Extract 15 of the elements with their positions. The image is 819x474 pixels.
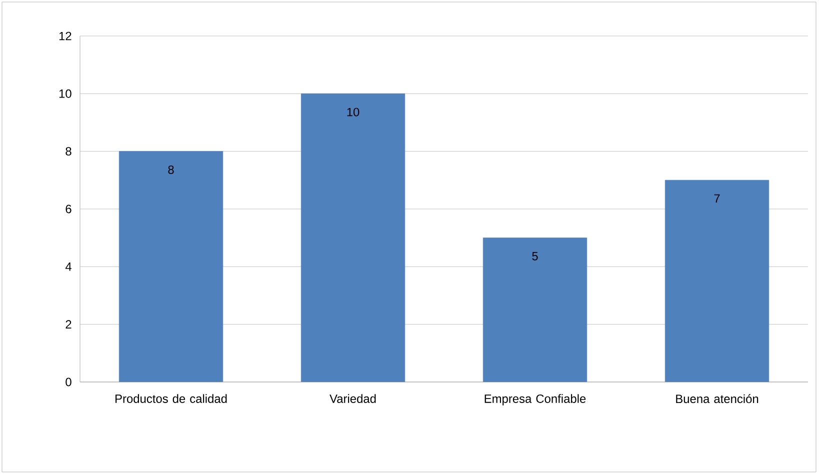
data-label: 7 [714, 194, 720, 203]
y-tick-label: 0 [66, 378, 72, 386]
x-tick-label: Variedad [330, 394, 376, 403]
y-tick-label: 6 [66, 204, 72, 214]
data-label: 10 [347, 108, 360, 116]
x-tick-label: Empresa Confiable [484, 394, 586, 406]
y-tick-label: 2 [66, 320, 72, 328]
data-label: 8 [168, 166, 174, 174]
y-tick-label: 12 [59, 32, 72, 40]
x-tick-label: Productos de calidad [116, 394, 227, 403]
data-label: 5 [532, 252, 538, 260]
y-tick-label: 10 [59, 89, 72, 98]
y-tick-label: 4 [65, 262, 72, 271]
x-tick-label: Buena atención [676, 394, 758, 404]
y-tick-label: 8 [66, 147, 72, 156]
